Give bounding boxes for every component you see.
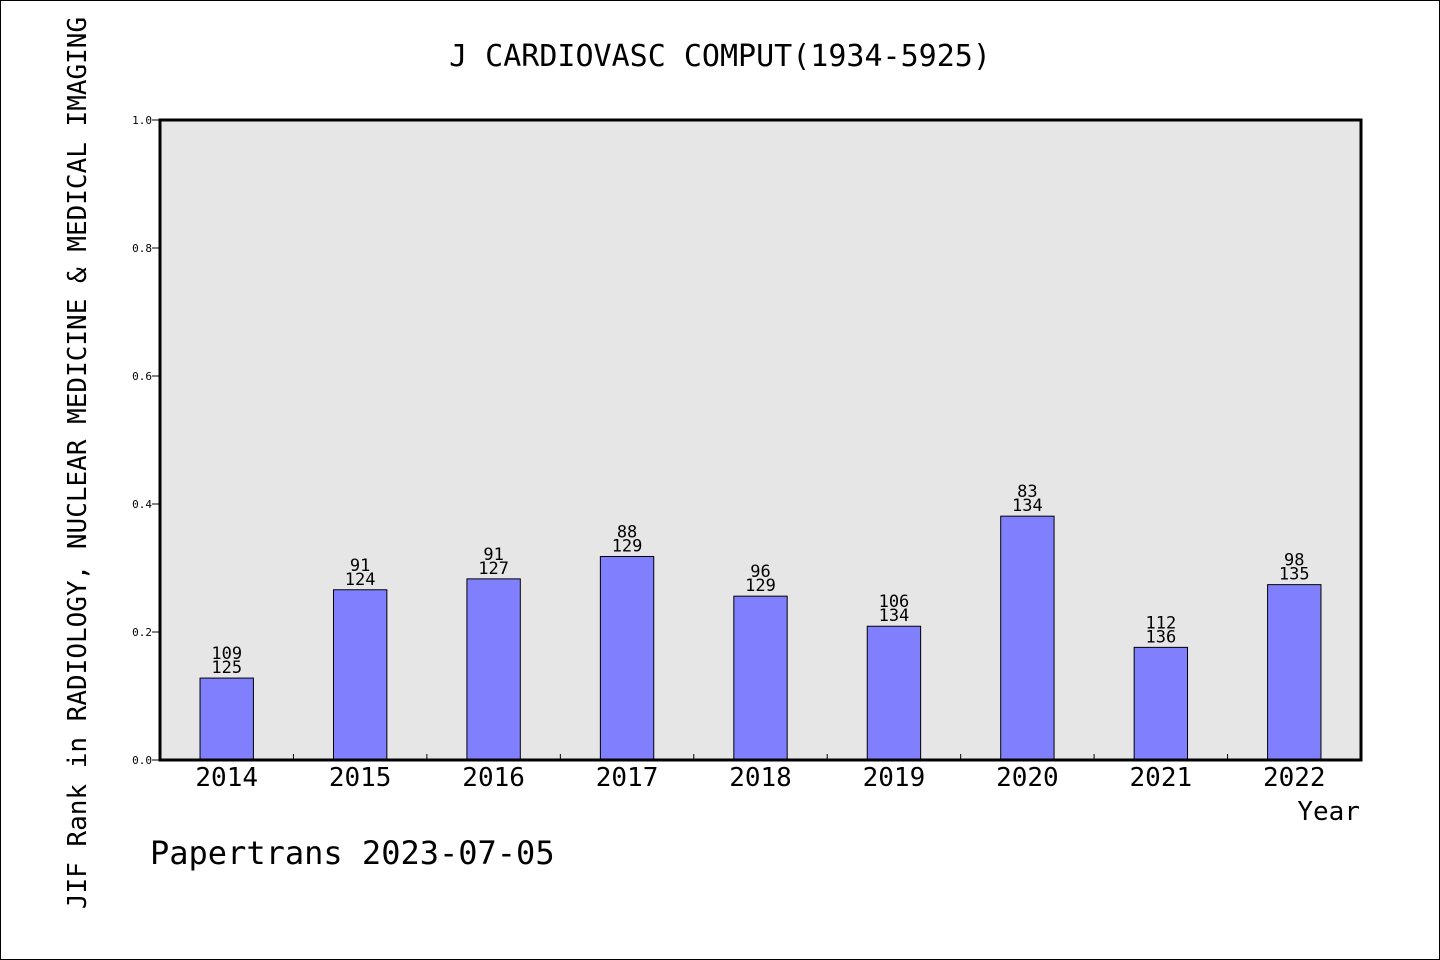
y-tick-label: 0.4 (132, 498, 152, 511)
bar-2020 (1000, 515, 1055, 761)
x-axis: 2014 2015 2016 2017 2018 2019 2020 2021 2022 (195, 754, 1326, 793)
y-tick-label: 0.8 (132, 242, 152, 255)
bar-total-label: 129 (745, 576, 776, 596)
footer-text: Papertrans 2023-07-05 (150, 834, 555, 872)
plot-border (158, 118, 1363, 762)
y-tick-label: 0.2 (132, 626, 152, 639)
bar-rank-label: 98 (1284, 551, 1304, 571)
bar-rank-label: 83 (1017, 482, 1037, 502)
bar-total-label: 134 (879, 606, 910, 626)
x-tick-label: 2018 (729, 763, 792, 793)
x-tick-label: 2022 (1263, 763, 1326, 793)
bar-2016 (466, 578, 521, 761)
bar-group: 1091259112491127881299612910613483134112… (199, 482, 1322, 761)
bar-total-label: 124 (345, 570, 376, 590)
bar-2019 (866, 625, 922, 761)
bar-2018 (733, 595, 788, 761)
y-tick-label: 0.0 (132, 754, 152, 767)
chart-title: J CARDIOVASC COMPUT(1934-5925) (449, 39, 991, 74)
x-axis-label: Year (1297, 797, 1360, 827)
x-tick-label: 2021 (1130, 763, 1193, 793)
bar-rank-label: 109 (211, 644, 242, 664)
y-tick-label: 1.0 (132, 114, 152, 127)
bar-rank-label: 88 (617, 522, 637, 542)
y-axis-label: JIF Rank in RADIOLOGY, NUCLEAR MEDICINE … (63, 17, 93, 909)
bar-2014 (199, 677, 254, 761)
bar-total-label: 127 (478, 559, 509, 579)
x-tick-label: 2020 (996, 763, 1059, 793)
bar-2021 (1133, 646, 1189, 761)
bar-2015 (332, 589, 388, 761)
x-tick-label: 2015 (329, 763, 392, 793)
x-tick-label: 2019 (863, 763, 926, 793)
y-tick-label: 0.6 (132, 370, 152, 383)
bar-total-label: 135 (1279, 565, 1310, 585)
x-tick-label: 2017 (596, 763, 659, 793)
bar-rank-label: 112 (1145, 613, 1176, 633)
x-tick-label: 2014 (195, 763, 258, 793)
bar-2017 (599, 555, 655, 761)
bar-rank-label: 91 (483, 545, 503, 565)
bar-rank-label: 96 (750, 562, 770, 582)
y-axis: 0.0 0.2 0.4 0.6 0.8 1.0 (132, 114, 160, 767)
bar-total-label: 136 (1145, 627, 1176, 647)
bar-total-label: 125 (211, 658, 242, 678)
bar-2022 (1267, 584, 1322, 761)
bar-total-label: 134 (1012, 496, 1043, 516)
bar-rank-label: 106 (879, 592, 910, 612)
x-tick-label: 2016 (462, 763, 525, 793)
bar-total-label: 129 (612, 536, 643, 556)
bar-rank-label: 91 (350, 556, 370, 576)
